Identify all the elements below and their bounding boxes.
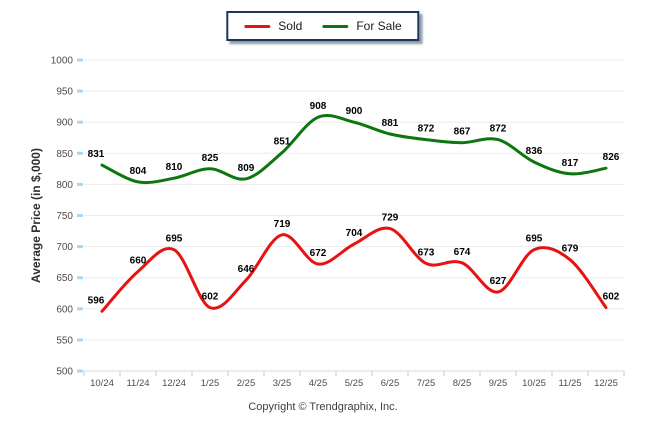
svg-text:867: 867 — [454, 127, 471, 138]
svg-text:3/25: 3/25 — [273, 378, 292, 389]
svg-text:12/24: 12/24 — [162, 378, 186, 389]
svg-text:900: 900 — [56, 118, 73, 129]
svg-text:596: 596 — [88, 295, 105, 306]
svg-text:9/25: 9/25 — [489, 378, 508, 389]
svg-text:1/25: 1/25 — [201, 378, 220, 389]
legend-item-for-sale: For Sale — [322, 19, 402, 33]
svg-text:602: 602 — [603, 292, 620, 303]
svg-text:660: 660 — [130, 255, 147, 266]
svg-text:831: 831 — [88, 149, 105, 160]
svg-text:704: 704 — [346, 228, 363, 239]
svg-text:679: 679 — [562, 244, 579, 255]
svg-text:872: 872 — [490, 124, 507, 135]
svg-text:825: 825 — [202, 153, 219, 164]
svg-text:674: 674 — [454, 247, 471, 258]
svg-text:900: 900 — [346, 106, 363, 117]
svg-text:11/24: 11/24 — [126, 378, 149, 389]
svg-text:673: 673 — [418, 247, 435, 258]
svg-text:2/25: 2/25 — [237, 378, 256, 389]
svg-text:646: 646 — [238, 264, 255, 275]
svg-text:872: 872 — [418, 124, 435, 135]
svg-text:6/25: 6/25 — [381, 378, 400, 389]
svg-text:719: 719 — [274, 219, 291, 230]
svg-text:1000: 1000 — [51, 56, 74, 67]
svg-text:836: 836 — [526, 146, 543, 157]
svg-text:500: 500 — [56, 367, 73, 378]
svg-text:Average Price (in $,000): Average Price (in $,000) — [29, 148, 43, 283]
svg-text:627: 627 — [490, 276, 507, 287]
svg-text:600: 600 — [56, 304, 73, 315]
svg-text:810: 810 — [166, 162, 183, 173]
legend-item-sold: Sold — [244, 20, 302, 32]
svg-text:809: 809 — [238, 163, 255, 174]
svg-text:10/25: 10/25 — [522, 378, 546, 389]
legend: Sold For Sale — [226, 11, 420, 41]
svg-text:800: 800 — [56, 180, 73, 191]
svg-text:881: 881 — [382, 118, 399, 129]
svg-text:851: 851 — [274, 137, 291, 148]
svg-text:908: 908 — [310, 101, 327, 112]
svg-text:817: 817 — [562, 158, 579, 169]
for-sale-line-swatch — [322, 24, 349, 28]
sold-line-swatch — [244, 24, 271, 28]
svg-text:650: 650 — [56, 273, 73, 284]
svg-text:8/25: 8/25 — [453, 378, 472, 389]
svg-text:804: 804 — [130, 166, 147, 177]
svg-text:672: 672 — [310, 248, 327, 259]
svg-text:700: 700 — [56, 242, 73, 253]
svg-text:4/25: 4/25 — [309, 378, 328, 389]
svg-text:550: 550 — [56, 335, 73, 346]
svg-text:695: 695 — [526, 234, 543, 245]
legend-label-sold: Sold — [278, 19, 303, 33]
copyright-text: Copyright © Trendgraphix, Inc. — [248, 401, 398, 413]
svg-text:602: 602 — [202, 292, 219, 303]
svg-text:11/25: 11/25 — [558, 378, 581, 389]
svg-text:750: 750 — [56, 211, 73, 222]
svg-text:850: 850 — [56, 149, 73, 160]
svg-text:7/25: 7/25 — [417, 378, 436, 389]
svg-text:12/25: 12/25 — [594, 378, 618, 389]
legend-label-for-sale: For Sale — [356, 19, 402, 33]
svg-text:5/25: 5/25 — [345, 378, 364, 389]
svg-text:10/24: 10/24 — [90, 378, 114, 389]
svg-text:729: 729 — [382, 213, 399, 224]
svg-text:826: 826 — [603, 152, 620, 163]
svg-text:950: 950 — [56, 87, 73, 98]
svg-text:695: 695 — [166, 234, 183, 245]
